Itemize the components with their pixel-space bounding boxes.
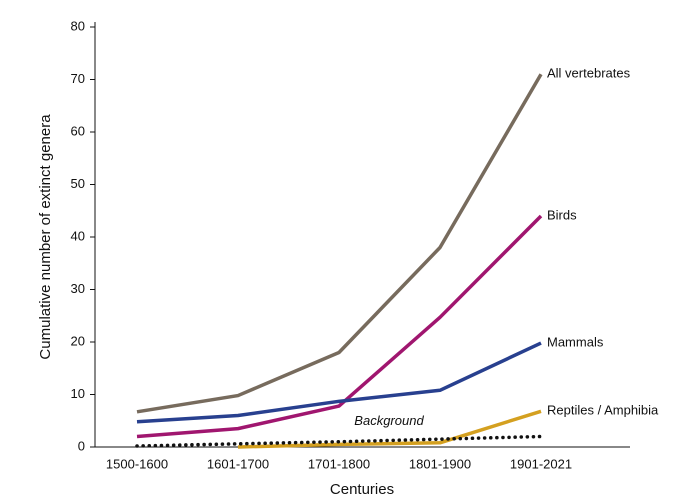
series-line	[237, 409, 542, 449]
series-label: Birds	[547, 207, 577, 222]
x-tick-label: 1801-1900	[409, 456, 471, 471]
series-label: Background	[354, 413, 424, 428]
y-tick-label: 70	[71, 71, 85, 86]
y-tick-label: 0	[78, 438, 85, 453]
y-tick-label: 50	[71, 176, 85, 191]
x-axis-title: Centuries	[330, 481, 394, 498]
series-label: Mammals	[547, 334, 604, 349]
y-tick-label: 20	[71, 333, 85, 348]
series-line	[136, 214, 543, 439]
series-line	[136, 341, 542, 424]
x-tick-label: 1601-1700	[207, 456, 269, 471]
x-tick-label: 1500-1600	[106, 456, 168, 471]
y-tick-label: 10	[71, 386, 85, 401]
series-line	[135, 434, 543, 448]
y-axis-title: Cumulative number of extinct genera	[37, 114, 54, 360]
y-tick-label: 80	[71, 18, 85, 33]
y-tick-label: 30	[71, 281, 85, 296]
series-label: Reptiles / Amphibia	[547, 403, 659, 418]
x-tick-label: 1901-2021	[510, 456, 572, 471]
series-label: All vertebrates	[547, 66, 631, 81]
series-line	[136, 73, 543, 414]
y-tick-label: 40	[71, 228, 85, 243]
x-tick-label: 1701-1800	[308, 456, 370, 471]
y-tick-label: 60	[71, 123, 85, 138]
